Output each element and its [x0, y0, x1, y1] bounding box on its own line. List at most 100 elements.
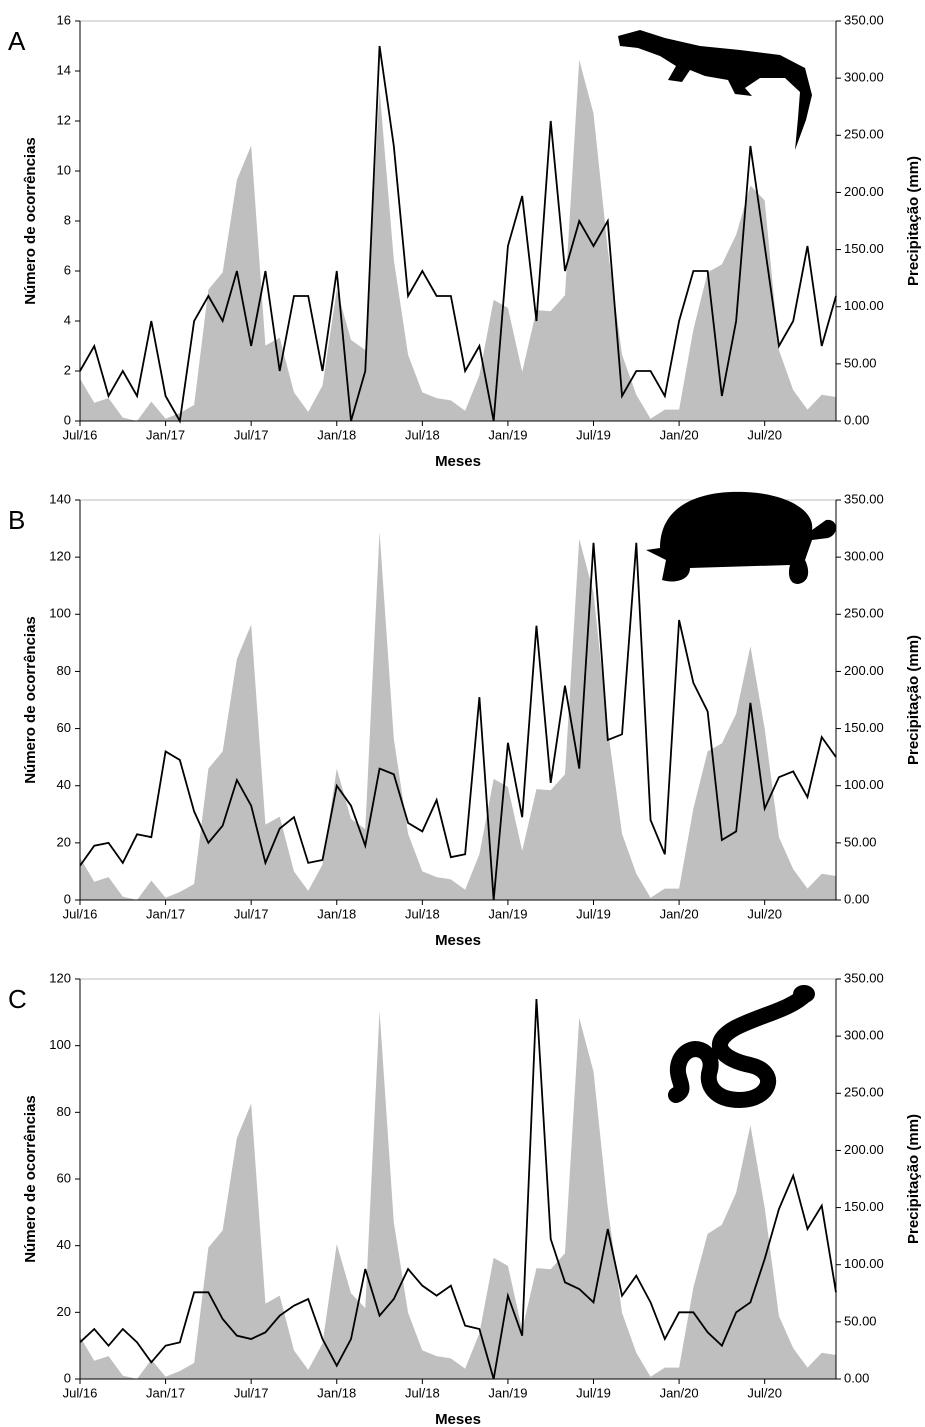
- x-tick-label: Jul/20: [747, 1385, 782, 1400]
- x-axis-title: Meses: [435, 932, 481, 949]
- x-tick-label: Jul/19: [576, 906, 611, 921]
- y-tick-label: 120: [49, 549, 71, 564]
- x-tick-label: Jan/19: [488, 906, 527, 921]
- x-tick-label: Jan/18: [317, 427, 356, 442]
- x-tick-label: Jan/20: [660, 1385, 699, 1400]
- y-tick-label: 140: [49, 491, 71, 506]
- y-axis-title: Número de ocorrências: [22, 1095, 39, 1263]
- x-tick-label: Jul/18: [405, 1385, 440, 1400]
- precipitation-area: [80, 59, 836, 421]
- x-tick-label: Jan/20: [660, 427, 699, 442]
- turtle-icon: [646, 491, 837, 584]
- y-tick-label: 100: [49, 606, 71, 621]
- y2-tick-label: 150.00: [844, 1199, 884, 1214]
- y2-tick-label: 250.00: [844, 127, 884, 142]
- occurrence-line: [79, 998, 837, 1380]
- x-tick-label: Jul/16: [63, 1385, 98, 1400]
- y2-tick-label: 150.00: [844, 720, 884, 735]
- x-tick-label: Jan/19: [488, 1385, 527, 1400]
- x-axis-title: Meses: [435, 453, 481, 470]
- y2-tick-label: 350.00: [844, 491, 884, 506]
- y2-tick-label: 200.00: [844, 663, 884, 678]
- y2-tick-label: 250.00: [844, 606, 884, 621]
- y-axis-title: Número de ocorrências: [22, 616, 39, 784]
- x-tick-label: Jul/18: [405, 906, 440, 921]
- y2-tick-label: 100.00: [844, 1256, 884, 1271]
- y-tick-label: 20: [57, 1304, 71, 1319]
- y-tick-label: 120: [49, 970, 71, 985]
- y-tick-label: 16: [57, 12, 71, 27]
- precipitation-area: [80, 1011, 836, 1379]
- panel-label: C: [8, 984, 27, 1014]
- panel-label: A: [8, 26, 26, 56]
- y-tick-label: 80: [57, 1104, 71, 1119]
- y2-tick-label: 300.00: [844, 70, 884, 85]
- crocodile-icon: [618, 30, 812, 150]
- x-tick-label: Jul/20: [747, 427, 782, 442]
- y2-tick-label: 300.00: [844, 549, 884, 564]
- x-tick-label: Jan/18: [317, 906, 356, 921]
- x-tick-label: Jul/17: [234, 1385, 269, 1400]
- x-tick-label: Jul/17: [234, 427, 269, 442]
- x-tick-label: Jul/19: [576, 427, 611, 442]
- y2-tick-label: 100.00: [844, 298, 884, 313]
- y2-tick-label: 0.00: [844, 1370, 869, 1385]
- y2-tick-label: 50.00: [844, 834, 877, 849]
- x-tick-label: Jan/17: [146, 906, 185, 921]
- y2-tick-label: 0.00: [844, 412, 869, 427]
- y2-tick-label: 200.00: [844, 1142, 884, 1157]
- y2-tick-label: 50.00: [844, 1313, 877, 1328]
- y2-tick-label: 350.00: [844, 970, 884, 985]
- y-axis-title: Número de ocorrências: [22, 137, 39, 305]
- y2-tick-label: 50.00: [844, 355, 877, 370]
- y-tick-label: 40: [57, 777, 71, 792]
- y2-axis-title: Precipitação (mm): [905, 156, 922, 286]
- panel: 0 20 40 60 80 100 120 140 0.00 50.00 100.00 150.00 2…: [8, 491, 922, 949]
- y2-axis-title: Precipitação (mm): [905, 1114, 922, 1244]
- y2-axis-title: Precipitação (mm): [905, 635, 922, 765]
- x-tick-label: Jan/20: [660, 906, 699, 921]
- y-tick-label: 12: [57, 112, 71, 127]
- x-tick-label: Jan/17: [146, 1385, 185, 1400]
- y-tick-label: 2: [64, 362, 71, 377]
- y2-tick-label: 250.00: [844, 1085, 884, 1100]
- y2-tick-label: 150.00: [844, 241, 884, 256]
- panel-label: B: [8, 505, 25, 535]
- y-tick-label: 10: [57, 162, 71, 177]
- y-tick-label: 4: [64, 312, 71, 327]
- y-tick-label: 100: [49, 1037, 71, 1052]
- occurrence-line: [79, 45, 837, 424]
- x-tick-label: Jul/18: [405, 427, 440, 442]
- panel: 0 20 40 60 80 100 120 0.00 50.00 100.00 150.00 200.…: [8, 970, 922, 1427]
- panel: 0 2 4 6 8 10 12 14 16 0.00 50.00 100.00 150.00 200.00…: [8, 12, 922, 470]
- y2-tick-label: 200.00: [844, 184, 884, 199]
- y-tick-label: 0: [64, 891, 71, 906]
- y-tick-label: 60: [57, 720, 71, 735]
- y-tick-label: 14: [57, 62, 71, 77]
- y-tick-label: 40: [57, 1237, 71, 1252]
- x-tick-label: Jan/18: [317, 1385, 356, 1400]
- x-tick-label: Jul/16: [63, 906, 98, 921]
- y-tick-label: 0: [64, 1370, 71, 1385]
- y-tick-label: 6: [64, 262, 71, 277]
- x-tick-label: Jan/19: [488, 427, 527, 442]
- y-tick-label: 8: [64, 212, 71, 227]
- y-tick-label: 60: [57, 1170, 71, 1185]
- y2-tick-label: 100.00: [844, 777, 884, 792]
- precipitation-area: [80, 532, 836, 900]
- x-tick-label: Jul/17: [234, 906, 269, 921]
- y2-tick-label: 300.00: [844, 1028, 884, 1043]
- snake-icon: [668, 985, 815, 1109]
- y2-tick-label: 350.00: [844, 12, 884, 27]
- x-tick-label: Jul/20: [747, 906, 782, 921]
- occurrence-line: [79, 542, 837, 901]
- y2-tick-label: 0.00: [844, 891, 869, 906]
- x-tick-label: Jan/17: [146, 427, 185, 442]
- y-tick-label: 80: [57, 663, 71, 678]
- x-axis-title: Meses: [435, 1411, 481, 1427]
- y-tick-label: 0: [64, 412, 71, 427]
- y-tick-label: 20: [57, 834, 71, 849]
- x-tick-label: Jul/19: [576, 1385, 611, 1400]
- x-tick-label: Jul/16: [63, 427, 98, 442]
